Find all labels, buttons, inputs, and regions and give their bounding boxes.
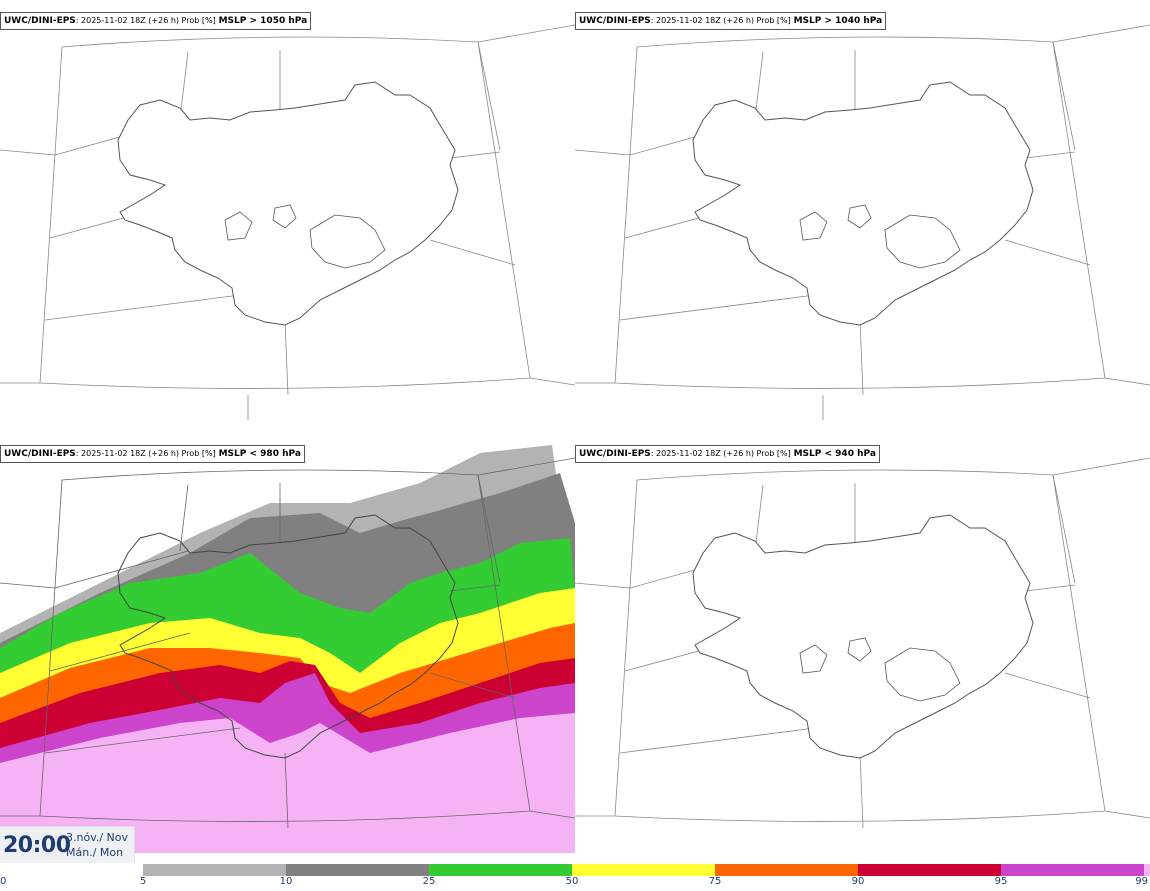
colorbar-bin: [143, 864, 286, 876]
threshold-label: MSLP > 1040 hPa: [793, 16, 883, 26]
threshold-label: MSLP < 940 hPa: [793, 449, 876, 459]
iceland-coastline: [692, 514, 1034, 759]
map-canvas: [575, 24, 1150, 420]
map-canvas: [0, 445, 575, 853]
panel-title: UWC/DINI-EPS: 2025-11-02 18Z (+26 h) Pro…: [575, 445, 880, 463]
colorbar-bin: [1001, 864, 1144, 876]
valid-date-line1: 3.nóv./ Nov: [66, 831, 129, 844]
colorbar-tick-label: 50: [565, 876, 579, 887]
panel-title: UWC/DINI-EPS: 2025-11-02 18Z (+26 h) Pro…: [0, 12, 312, 30]
map-panel-mslp-lt-940: UWC/DINI-EPS: 2025-11-02 18Z (+26 h) Pro…: [575, 433, 1150, 865]
map-panel-mslp-lt-980: UWC/DINI-EPS: 2025-11-02 18Z (+26 h) Pro…: [0, 433, 575, 865]
map-panel-mslp-gt-1050: UWC/DINI-EPS: 2025-11-02 18Z (+26 h) Pro…: [0, 0, 575, 432]
map-canvas: [575, 457, 1150, 829]
model-name: UWC/DINI-EPS: [4, 16, 76, 26]
colorbar-tick-label: 90: [851, 876, 865, 887]
colorbar-tick-label: 0: [0, 876, 7, 887]
run-info: : 2025-11-02 18Z (+26 h) Prob [%]: [650, 449, 791, 458]
map-panel-mslp-gt-1040: UWC/DINI-EPS: 2025-11-02 18Z (+26 h) Pro…: [575, 0, 1150, 432]
prob-band-99-100: [0, 713, 575, 853]
colorbar-bin: [858, 864, 1001, 876]
iceland-coastline: [692, 81, 1034, 326]
colorbar-bin: [429, 864, 572, 876]
colorbar-bin: [1144, 864, 1150, 876]
valid-time-box: 20:00 3.nóv./ Nov Mán./ Mon: [0, 826, 135, 863]
panel-title: UWC/DINI-EPS: 2025-11-02 18Z (+26 h) Pro…: [0, 445, 305, 463]
colorbar-tick-label: 25: [422, 876, 436, 887]
run-info: : 2025-11-02 18Z (+26 h) Prob [%]: [75, 16, 216, 25]
threshold-label: MSLP < 980 hPa: [218, 449, 301, 459]
probability-field: [0, 445, 575, 853]
iceland-coastline: [117, 514, 459, 759]
threshold-label: MSLP > 1050 hPa: [218, 16, 308, 26]
colorbar-tick-label: 10: [279, 876, 293, 887]
colorbar-bin: [0, 864, 143, 876]
panel-title: UWC/DINI-EPS: 2025-11-02 18Z (+26 h) Pro…: [575, 12, 887, 30]
colorbar-tick-label: 5: [139, 876, 147, 887]
colorbar-bin: [572, 864, 715, 876]
iceland-coastline: [117, 81, 459, 326]
map-canvas: [0, 24, 575, 420]
model-name: UWC/DINI-EPS: [579, 449, 651, 459]
colorbar-bin: [286, 864, 429, 876]
colorbar-bin: [715, 864, 858, 876]
lat-lon-grid: [0, 457, 575, 829]
probability-colorbar: 0 5 10 25 50 75 90 95 99: [0, 862, 1150, 891]
colorbar-tick-label: 95: [994, 876, 1008, 887]
model-name: UWC/DINI-EPS: [4, 449, 76, 459]
colorbar-tick-label: 99: [1135, 876, 1148, 887]
valid-time-clock: 20:00: [3, 833, 71, 858]
run-info: : 2025-11-02 18Z (+26 h) Prob [%]: [650, 16, 791, 25]
colorbar-tick-label: 75: [708, 876, 722, 887]
model-name: UWC/DINI-EPS: [579, 16, 651, 26]
valid-date-line2: Mán./ Mon: [66, 846, 124, 859]
run-info: : 2025-11-02 18Z (+26 h) Prob [%]: [75, 449, 216, 458]
lat-lon-grid: [0, 24, 575, 420]
